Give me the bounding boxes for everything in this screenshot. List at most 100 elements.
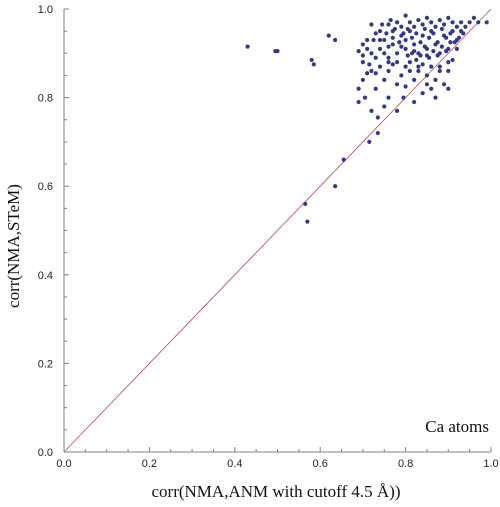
data-point: [356, 48, 361, 54]
data-point: [377, 37, 383, 43]
data-point: [420, 91, 425, 96]
data-point: [373, 71, 378, 76]
data-point: [426, 55, 432, 60]
y-tick-label: 0.4: [38, 270, 53, 282]
data-point: [386, 55, 391, 60]
x-tick-label: 0.6: [313, 458, 328, 470]
data-point: [403, 37, 408, 43]
data-point: [416, 68, 421, 74]
data-point: [369, 68, 374, 74]
data-point: [476, 20, 481, 25]
data-point: [386, 95, 391, 100]
data-point: [375, 130, 380, 136]
data-point: [380, 22, 385, 27]
data-point: [403, 64, 408, 69]
data-point: [420, 62, 425, 67]
data-point: [382, 37, 387, 43]
data-point: [446, 60, 451, 65]
data-point: [412, 77, 417, 82]
data-point: [371, 37, 376, 43]
data-point: [454, 46, 459, 51]
x-tick-label: 1.0: [483, 458, 498, 470]
data-point: [454, 24, 459, 29]
data-point: [384, 31, 389, 36]
data-point: [386, 60, 391, 65]
data-point: [377, 46, 383, 51]
data-point: [426, 35, 432, 40]
data-point: [388, 17, 393, 23]
data-point: [435, 40, 440, 45]
data-point: [373, 55, 378, 60]
data-point: [439, 44, 444, 49]
data-point: [441, 22, 447, 27]
data-point: [360, 42, 365, 47]
data-point: [392, 26, 398, 32]
data-point: [446, 68, 451, 74]
data-point: [431, 31, 436, 36]
data-point: [456, 35, 462, 40]
data-point: [446, 86, 451, 91]
data-point: [369, 108, 374, 113]
data-point: [420, 22, 425, 27]
data-point: [377, 64, 383, 69]
data-point: [429, 86, 434, 91]
data-point: [424, 82, 430, 87]
data-point: [275, 48, 280, 54]
y-tick-label: 0.8: [38, 93, 53, 105]
data-point: [362, 95, 368, 100]
data-point: [386, 68, 391, 74]
annotation-label: Ca atoms: [425, 417, 489, 436]
data-point: [414, 57, 419, 63]
data-point: [444, 35, 449, 40]
data-point: [375, 115, 380, 120]
data-point: [390, 35, 395, 40]
data-point: [422, 26, 427, 32]
data-point: [418, 53, 423, 58]
data-point: [422, 44, 427, 49]
data-point: [403, 46, 408, 51]
data-point: [441, 82, 447, 87]
data-point: [382, 51, 387, 56]
data-point: [365, 37, 370, 43]
data-point: [433, 24, 438, 29]
data-point: [367, 139, 372, 144]
y-tick-label: 0.0: [38, 447, 53, 459]
data-point: [424, 73, 430, 78]
data-point: [407, 60, 412, 65]
data-point: [401, 31, 406, 36]
data-point: [448, 31, 453, 36]
data-point: [311, 62, 316, 67]
data-point: [305, 219, 310, 224]
data-point: [433, 95, 438, 100]
data-point: [431, 48, 436, 54]
data-point: [405, 53, 410, 58]
data-point: [484, 20, 489, 25]
data-point: [437, 17, 442, 23]
data-point: [365, 71, 370, 76]
data-point: [467, 20, 472, 25]
data-point: [405, 26, 410, 32]
data-point: [386, 44, 391, 49]
y-axis-title: corr(NMA,STeM): [4, 184, 23, 308]
data-point: [407, 20, 412, 25]
data-point: [245, 44, 250, 49]
data-point: [446, 15, 451, 20]
x-tick-label: 0.8: [398, 458, 413, 470]
data-point: [390, 42, 395, 47]
x-tick-label: 0.2: [142, 458, 157, 470]
data-point: [450, 20, 455, 25]
data-point: [403, 13, 408, 18]
data-point: [429, 64, 434, 69]
data-point: [409, 35, 415, 40]
data-point: [399, 44, 404, 49]
data-point: [356, 86, 361, 91]
data-point: [369, 22, 374, 27]
data-point: [326, 33, 331, 38]
data-point: [412, 42, 417, 47]
data-point: [403, 84, 408, 89]
data-point: [394, 20, 400, 25]
data-point: [439, 26, 444, 32]
data-point: [390, 62, 395, 67]
data-point: [341, 157, 346, 162]
